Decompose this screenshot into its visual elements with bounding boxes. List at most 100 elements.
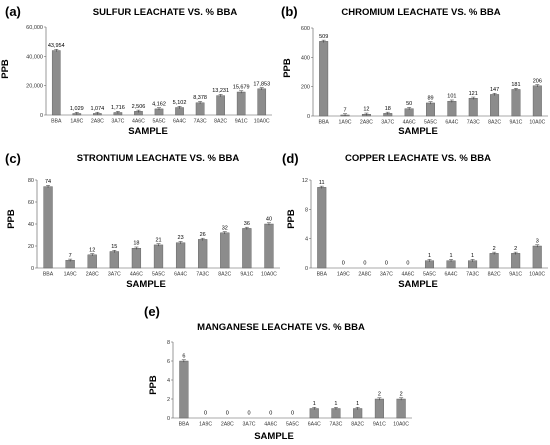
x-tick-label: 5A5C [286, 422, 299, 428]
y-tick-label: 600 [301, 26, 310, 32]
data-label: 1 [450, 253, 453, 259]
x-tick-label: 10A0C [529, 120, 545, 126]
y-tick-label: 400 [301, 55, 310, 61]
chart-panel-5: (e) MANGANESE LEACHATE VS. % BBA PPB SAMPLE… [144, 304, 412, 442]
bar [331, 408, 341, 419]
y-axis-label: PPB [0, 59, 11, 79]
bar [236, 91, 246, 116]
data-label: 17,853 [253, 81, 270, 87]
x-tick-label: 1A9C [70, 119, 83, 125]
x-tick-label: 1A9C [199, 422, 212, 428]
y-tick-label: 0 [307, 114, 310, 120]
y-tick-label: 20,000 [26, 84, 43, 90]
x-tick-label: 2A8C [91, 119, 104, 125]
data-label: 18 [385, 106, 391, 112]
chart-title: COPPER LEACHATE VS. % BBA [345, 153, 491, 164]
x-axis-label: SAMPLE [254, 431, 294, 442]
data-label: 11 [319, 180, 325, 186]
x-tick-label: 4A6C [403, 120, 416, 126]
data-label: 4,162 [152, 101, 166, 107]
x-tick-label: 1A9C [337, 272, 350, 278]
bar [220, 232, 230, 269]
x-tick-label: 4A6C [130, 272, 143, 278]
x-tick-label: 10A0C [393, 422, 409, 428]
x-tick-label: 7A3C [467, 120, 480, 126]
y-tick-label: 0 [40, 113, 43, 119]
data-label: 2,506 [132, 104, 146, 110]
y-tick-label: 20 [28, 244, 34, 250]
data-label: 1 [428, 253, 431, 259]
x-tick-label: 9A1C [509, 272, 522, 278]
x-tick-label: BBA [43, 272, 54, 278]
x-tick-label: 7A3C [329, 422, 342, 428]
data-label: 13,231 [212, 88, 229, 94]
data-label: 1 [313, 401, 316, 407]
data-label: 12 [89, 247, 95, 253]
bar [309, 408, 319, 419]
data-label: 36 [244, 221, 250, 227]
data-label: 1 [356, 401, 359, 407]
y-axis-label: PPB [6, 209, 17, 229]
bar [153, 244, 164, 269]
x-axis-label: SAMPLE [398, 126, 438, 137]
bar [447, 100, 457, 117]
x-tick-label: 4A6C [132, 119, 145, 125]
panel-letter: (d) [282, 151, 299, 166]
data-label: 2 [378, 392, 381, 398]
x-axis-label: SAMPLE [128, 126, 168, 137]
bar [131, 247, 142, 269]
data-label: 15 [111, 244, 117, 250]
y-tick-label: 0 [167, 416, 170, 422]
data-label: 1,029 [70, 106, 84, 112]
data-label: 7 [344, 107, 347, 113]
panel-letter: (a) [5, 4, 21, 19]
chart-title: CHROMIUM LEACHATE VS. % BBA [341, 7, 500, 18]
bar [179, 360, 189, 419]
y-tick-label: 200 [301, 85, 310, 91]
data-label: 1 [471, 253, 474, 259]
data-label: 0 [269, 411, 272, 417]
data-label: 101 [447, 94, 456, 100]
chart-title: STRONTIUM LEACHATE VS. % BBA [77, 153, 240, 164]
data-label: 206 [533, 78, 542, 84]
x-axis-label: SAMPLE [126, 279, 166, 290]
y-tick-label: 0 [31, 266, 34, 272]
x-tick-label: 3A7C [111, 119, 124, 125]
data-label: 12 [363, 107, 369, 113]
panel-letter: (b) [281, 4, 298, 19]
data-label: 74 [45, 179, 51, 185]
bar [468, 98, 478, 117]
data-label: 0 [406, 261, 409, 267]
x-tick-label: 2A8C [360, 120, 373, 126]
x-tick-label: 6A4C [174, 272, 187, 278]
data-label: 18 [133, 241, 139, 247]
data-label: 15,679 [233, 85, 250, 91]
bar [511, 89, 521, 117]
panel-letter: (c) [5, 151, 21, 166]
data-label: 26 [200, 232, 206, 238]
panel-letter: (e) [144, 304, 160, 319]
bar [43, 186, 53, 269]
bar [396, 398, 406, 419]
data-label: 121 [469, 91, 478, 97]
bar [109, 251, 119, 269]
data-label: 2 [400, 392, 403, 398]
y-tick-label: 40 [28, 222, 34, 228]
x-tick-label: 7A3C [194, 119, 207, 125]
x-tick-label: 6A4C [445, 272, 458, 278]
bar [490, 94, 500, 117]
chart-title: MANGANESE LEACHATE VS. % BBA [197, 322, 365, 333]
y-tick-label: 8 [167, 340, 170, 346]
data-label: 89 [427, 95, 433, 101]
data-label: 1,074 [90, 106, 104, 112]
y-tick-label: 2 [167, 397, 170, 403]
data-label: 0 [248, 411, 251, 417]
data-label: 2 [493, 246, 496, 252]
y-tick-label: 4 [305, 237, 308, 243]
x-tick-label: 5A5C [152, 272, 165, 278]
bar [532, 245, 542, 269]
bar [51, 50, 61, 116]
x-tick-label: 5A5C [424, 120, 437, 126]
data-label: 40 [266, 217, 272, 223]
data-label: 21 [155, 237, 161, 243]
